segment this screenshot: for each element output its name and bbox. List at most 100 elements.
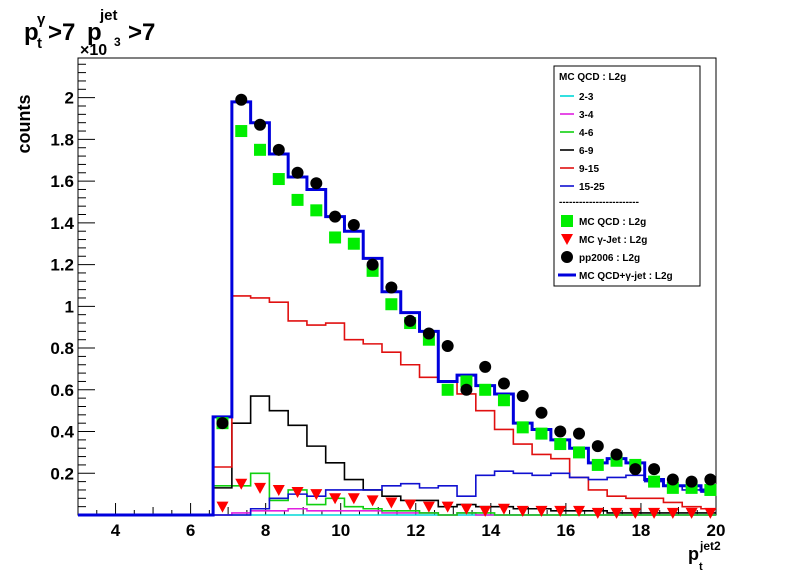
y-exponent: ×10 3 [80,35,121,59]
marker-square [310,204,323,217]
y-tick-label: 1 [65,297,74,316]
legend-header: MC QCD : L2g [559,72,626,83]
marker-triangle-down [422,501,435,513]
marker-square [235,125,248,138]
x-axis-title-sub: t [699,561,703,572]
marker-triangle-down [216,501,229,513]
marker-circle [329,210,342,223]
marker-square [554,438,567,451]
axis-ticks: 4 6 8 10 12 14 16 18 20 0.2 0.4 0.6 0.8 1 1.2 1.4 1.6 1.8… [50,63,726,540]
legend-lines: 2-3 3-4 4-6 6-9 9-15 15-25 [560,92,605,193]
title-p-2: p [87,19,102,46]
marker-triangle-down [629,507,642,519]
marker-circle [573,427,586,440]
y-tick-label: 1.6 [50,172,74,191]
x-tick-label: 20 [707,521,726,540]
marker-circle [310,177,323,190]
marker-circle [422,327,435,340]
marker-circle [216,417,229,430]
x-tick-label: 8 [261,521,270,540]
marker-square [329,231,342,244]
marker-square [535,427,548,440]
marker-triangle-down [404,499,417,511]
marker-circle [535,406,548,419]
marker-triangle-down [497,503,510,515]
marker-square [479,383,492,396]
marker-triangle-down [329,493,342,505]
x-axis-title-main: p [688,544,699,564]
marker-circle [235,93,248,106]
marker-circle [497,377,510,390]
legend-box [553,65,701,287]
marker-circle [347,218,360,231]
sum-histogram [78,100,716,517]
title-t-sub: t [37,35,42,52]
y-exponent-base: ×10 [80,42,107,59]
marker-circle [404,314,417,327]
marker-circle [460,383,473,396]
marker-circle [254,118,267,131]
y-tick-label: 0.2 [50,464,74,483]
marker-triangle-down [554,505,567,517]
legend-line-label: 9-15 [579,164,599,175]
marker-square [573,446,586,459]
marker-triangle-down [310,489,323,501]
marker-circle [591,440,604,453]
x-tick-label: 10 [331,521,350,540]
marker-triangle-down [385,497,398,509]
title-gt-2: >7 [128,19,155,46]
x-tick-label: 16 [556,521,575,540]
marker-square [347,237,360,250]
marker-triangle-down [666,507,679,519]
marker-triangle-down [591,507,604,519]
legend-marker-swatch [561,215,573,227]
marker-circle [629,463,642,476]
marker-square [704,483,717,496]
title-gt-1: >7 [48,19,75,46]
marker-triangle-down [347,493,360,505]
marker-triangle-down [516,505,529,517]
marker-triangle-down [460,503,473,515]
x-axis-title-sup: jet2 [699,539,721,553]
marker-circle [366,258,379,271]
histogram-4-6 [78,472,716,516]
marker-circle [666,473,679,486]
marker-square [591,458,604,471]
marker-circle [385,281,398,294]
title-jet-sup: jet [99,7,118,24]
legend-marker-swatch [561,251,573,263]
marker-circle [272,143,285,156]
marker-circle [441,339,454,352]
marker-circle [479,360,492,373]
data-markers [216,93,717,519]
marker-circle [554,425,567,438]
legend-line-label: 3-4 [579,110,594,121]
x-axis-title: p t jet2 [688,539,721,572]
marker-circle [610,448,623,461]
marker-circle [704,473,717,486]
legend-marker-label: pp2006 : L2g [579,253,640,264]
y-tick-label: 0.4 [50,423,74,442]
legend-line-label: 6-9 [579,146,594,157]
marker-triangle-down [704,507,717,519]
marker-triangle-down [479,505,492,517]
legend-separator: ------------------------ [559,197,639,208]
y-tick-label: 1.8 [50,130,74,149]
legend-line-label: 15-25 [579,182,605,193]
marker-triangle-down [291,487,304,499]
x-tick-label: 6 [186,521,195,540]
title-gamma-sup: γ [37,11,46,28]
y-axis-title: counts [14,94,34,153]
legend-marker-label: MC γ-Jet : L2g [579,235,647,246]
marker-triangle-down [573,505,586,517]
y-exponent-power: 3 [114,35,121,49]
y-tick-label: 1.2 [50,256,74,275]
marker-triangle-down [366,495,379,507]
legend-marker-swatch [561,234,573,245]
legend-line-label: 4-6 [579,128,594,139]
marker-square [254,143,267,156]
marker-square [272,173,285,186]
x-tick-label: 18 [631,521,650,540]
marker-square [666,481,679,494]
